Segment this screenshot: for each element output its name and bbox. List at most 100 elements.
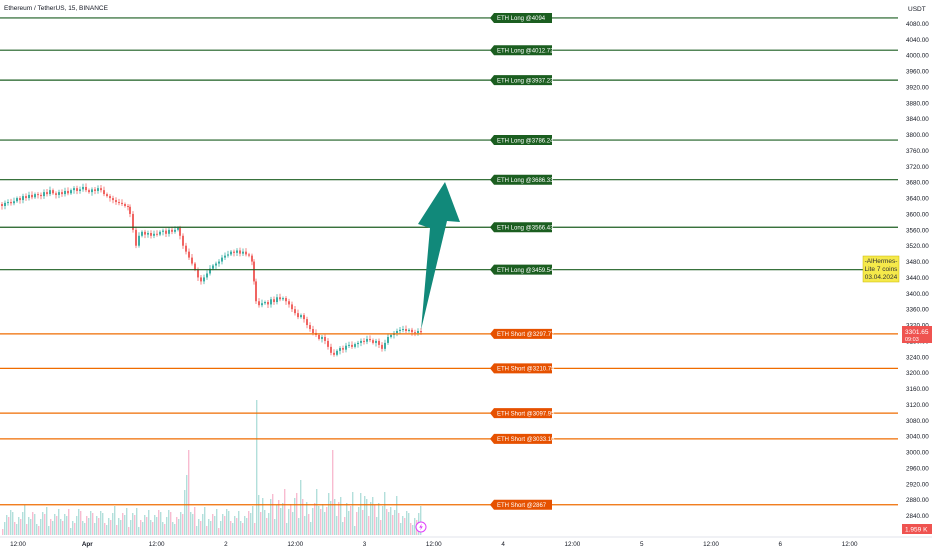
volume-bar [170,512,172,535]
price-tick-label: 4080.00 [906,21,929,28]
time-tick-label: Apr [82,541,93,548]
time-tick-label: 12:00 [842,541,858,548]
candle-body [88,190,90,193]
volume-bar [386,509,388,535]
volume-bar [92,513,94,535]
candle-body [291,304,293,310]
time-tick-label: 5 [640,541,644,548]
note-box[interactable]: -AlHermes- Lite 7 coins 03.04.2024 [862,255,900,283]
volume-bar [70,528,72,535]
long-level-label: ETH Long @4012.72 [497,48,554,54]
volume-bar [148,510,150,535]
short-level-label: ETH Short @3297.77 [497,332,555,338]
volume-bar [284,489,286,535]
volume-bar [328,493,330,535]
volume-layer [2,400,422,535]
volume-bar [116,525,118,535]
current-price-value: 3301.65 [905,329,929,336]
volume-bar [320,509,322,535]
volume-bar [176,517,178,535]
candle-body [297,313,299,318]
volume-bar [108,518,110,535]
volume-bar [392,515,394,535]
volume-bar [310,522,312,535]
up-arrow-icon[interactable] [418,182,460,330]
volume-bar [210,521,212,535]
candle-body [19,198,21,201]
volume-bar [306,502,308,535]
volume-bar [376,517,378,535]
volume-bar [396,496,398,535]
volume-bar [208,519,210,535]
volume-bar [364,496,366,535]
volume-bar [238,511,240,535]
price-axis[interactable]: USDT 4080.00 4040.00 4000.00 3960.00 3920.00… [898,0,932,537]
price-tick-label: 3400.00 [906,291,929,298]
candle-body [312,329,314,333]
volume-bar [244,516,246,535]
volume-bar [204,507,206,535]
candle-body [171,229,173,232]
candle-body [13,201,15,204]
candle-body [82,186,84,190]
volume-bar [80,511,82,535]
volume-bar [166,517,168,535]
price-tick-label: 2880.00 [906,497,929,504]
volume-bar [130,520,132,535]
candle-body [378,340,380,345]
candle-body [43,192,45,197]
candle-body [306,319,308,326]
volume-bar [212,514,214,535]
candle-body [411,329,413,333]
volume-bar [234,516,236,535]
volume-bar [78,509,80,535]
volume-bar [98,518,100,535]
long-level-label-bg [490,174,552,185]
price-tick-label: 4040.00 [906,37,929,44]
volume-bar [398,513,400,535]
candle-body [218,261,220,264]
volume-bar [338,502,340,535]
volume-bar [74,523,76,535]
candle-body [7,202,9,204]
volume-bar [100,511,102,535]
volume-bar [188,450,190,535]
volume-bar [10,510,12,535]
volume-bar [304,516,306,535]
time-axis[interactable]: 12:00 Apr 12:00 2 12:00 3 12:00 4 12:00 5 12:00 6 12… [0,536,932,548]
volume-bar [48,526,50,535]
replay-button[interactable] [415,521,427,533]
short-level-label-bg [490,499,552,510]
symbol-title[interactable]: Ethereum / TetherUS, 15, BINANCE [4,5,109,12]
volume-bar [390,507,392,535]
time-tick-label: 12:00 [10,541,26,548]
volume-bar [248,511,250,535]
price-tick-label: 3000.00 [906,450,929,457]
volume-bar [214,516,216,535]
volume-bar [252,506,254,535]
volume-bar [388,512,390,535]
volume-bar [28,517,30,535]
volume-bar [274,519,276,535]
candle-body [168,229,170,234]
candle-body [109,196,111,199]
volume-value: 1.959 K [905,527,928,534]
candle-body [162,230,164,232]
volume-bar [104,523,106,535]
volume-bar [34,514,36,535]
volume-bar [322,504,324,535]
volume-bar [232,523,234,535]
volume-bar [414,518,416,535]
volume-bar [370,502,372,535]
volume-bar [220,521,222,535]
candle-body [73,188,75,191]
volume-bar [26,524,28,535]
volume-bar [280,508,282,535]
volume-bar [90,511,92,535]
volume-bar [358,507,360,535]
price-tick-label: 3560.00 [906,227,929,234]
volume-bar [286,523,288,535]
candle-body [285,298,287,302]
